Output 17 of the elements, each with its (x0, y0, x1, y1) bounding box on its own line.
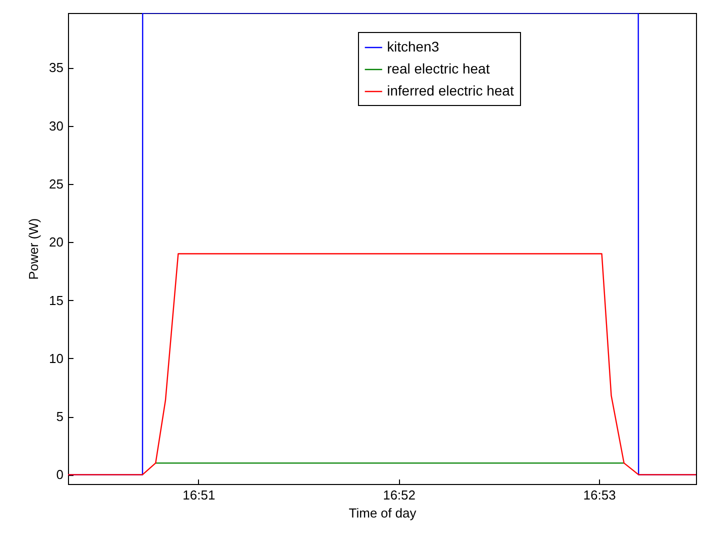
legend-label: real electric heat (387, 60, 490, 76)
y-tick-label: 0 (56, 467, 64, 482)
y-tick-label: 25 (49, 176, 64, 192)
x-tick-label: 16:53 (583, 488, 616, 502)
legend-label: kitchen3 (387, 38, 440, 54)
x-axis-title: Time of day (348, 506, 417, 520)
y-tick-label: 15 (49, 292, 64, 308)
y-axis-title: Power (W) (26, 218, 42, 280)
y-tick-label: 10 (49, 350, 64, 366)
y-tick-label: 35 (49, 60, 64, 76)
legend-label: inferred electric heat (387, 82, 514, 98)
x-tick-label: 16:51 (182, 488, 216, 502)
line-series (68, 253, 696, 476)
y-tick-label: 5 (56, 409, 64, 424)
x-tick-label: 16:52 (382, 488, 416, 502)
y-tick-label: 20 (49, 234, 64, 250)
y-tick-label: 30 (49, 118, 64, 134)
